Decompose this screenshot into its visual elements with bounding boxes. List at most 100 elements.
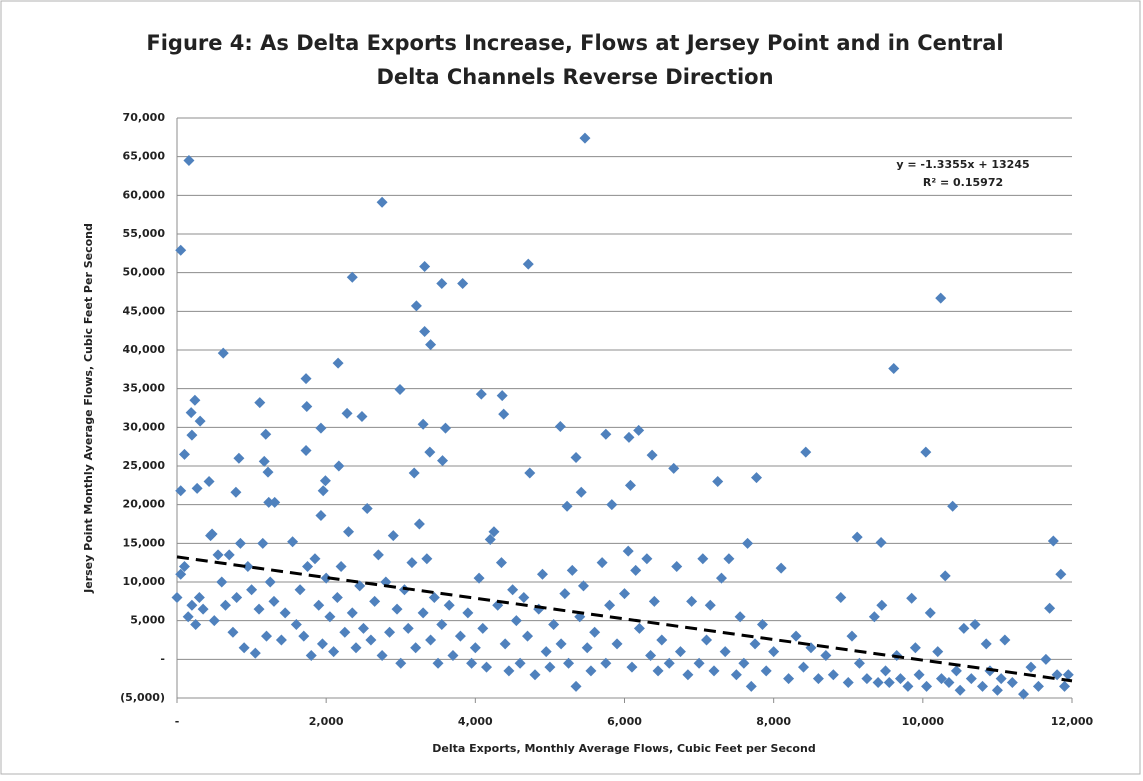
chart-title: Figure 4: As Delta Exports Increase, Flo… [146, 31, 1003, 55]
point [835, 591, 847, 603]
point [315, 422, 327, 434]
point [417, 418, 429, 430]
point [437, 455, 449, 467]
point [333, 460, 345, 472]
point [939, 570, 951, 582]
point [995, 673, 1007, 685]
point [223, 549, 235, 561]
trend-equation: y = -1.3355x + 13245 [896, 158, 1029, 171]
point [473, 572, 485, 584]
point [503, 665, 515, 677]
y-tick-label: 45,000 [123, 304, 166, 317]
point [880, 665, 892, 677]
point [633, 424, 645, 436]
point [579, 132, 591, 144]
point [622, 545, 634, 557]
point [999, 634, 1011, 646]
point [604, 599, 616, 611]
point [350, 642, 362, 654]
point [751, 472, 763, 484]
point [888, 363, 900, 375]
point [708, 665, 720, 677]
point [704, 599, 716, 611]
point [372, 549, 384, 561]
point [561, 500, 573, 512]
point [376, 649, 388, 661]
point [298, 630, 310, 642]
point [300, 445, 312, 457]
x-tick-label: 12,000 [1051, 715, 1094, 728]
point [279, 607, 291, 619]
x-tick-label: 2,000 [309, 715, 344, 728]
y-tick-label: (5,000) [120, 691, 165, 704]
point [529, 669, 541, 681]
point [319, 475, 331, 487]
point [309, 553, 321, 565]
point [652, 665, 664, 677]
y-axis-label: Jersey Point Monthly Average Flows, Cubi… [82, 223, 95, 594]
point [723, 553, 735, 565]
point [872, 677, 884, 689]
point [950, 665, 962, 677]
point [341, 407, 353, 419]
point [410, 300, 422, 312]
point [1032, 680, 1044, 692]
point [663, 657, 675, 669]
point [554, 421, 566, 433]
y-tick-label: 30,000 [123, 420, 166, 433]
point [208, 615, 220, 627]
point [315, 509, 327, 521]
point [194, 415, 206, 427]
point [596, 557, 608, 569]
point [775, 562, 787, 574]
point [191, 482, 203, 494]
point [510, 615, 522, 627]
r-squared: R² = 0.15972 [923, 176, 1003, 189]
point [290, 619, 302, 631]
point [566, 564, 578, 576]
point [216, 576, 228, 588]
point [641, 553, 653, 565]
y-tick-label: 50,000 [123, 266, 166, 279]
point [851, 531, 863, 543]
point [275, 634, 287, 646]
point [262, 466, 274, 478]
point [522, 258, 534, 270]
point [623, 431, 635, 443]
point [257, 537, 269, 549]
point [671, 561, 683, 573]
point [969, 619, 981, 631]
point [369, 595, 381, 607]
point [1059, 680, 1071, 692]
point [219, 599, 231, 611]
point [481, 661, 493, 673]
point [268, 595, 280, 607]
point [190, 619, 202, 631]
point [175, 244, 187, 256]
point [339, 626, 351, 638]
y-tick-label: 25,000 [123, 459, 166, 472]
point [540, 646, 552, 658]
point [589, 626, 601, 638]
point [227, 626, 239, 638]
point [343, 526, 355, 538]
point [436, 619, 448, 631]
point [536, 568, 548, 580]
point [424, 446, 436, 458]
point [935, 673, 947, 685]
point [875, 537, 887, 549]
point [212, 549, 224, 561]
point [410, 642, 422, 654]
point [186, 599, 198, 611]
point [619, 588, 630, 600]
point [287, 536, 299, 548]
y-tick-label: - [160, 652, 165, 665]
point [570, 451, 582, 463]
point [253, 603, 265, 615]
point [1062, 669, 1074, 681]
point [234, 537, 246, 549]
point [356, 411, 368, 423]
point [820, 649, 832, 661]
